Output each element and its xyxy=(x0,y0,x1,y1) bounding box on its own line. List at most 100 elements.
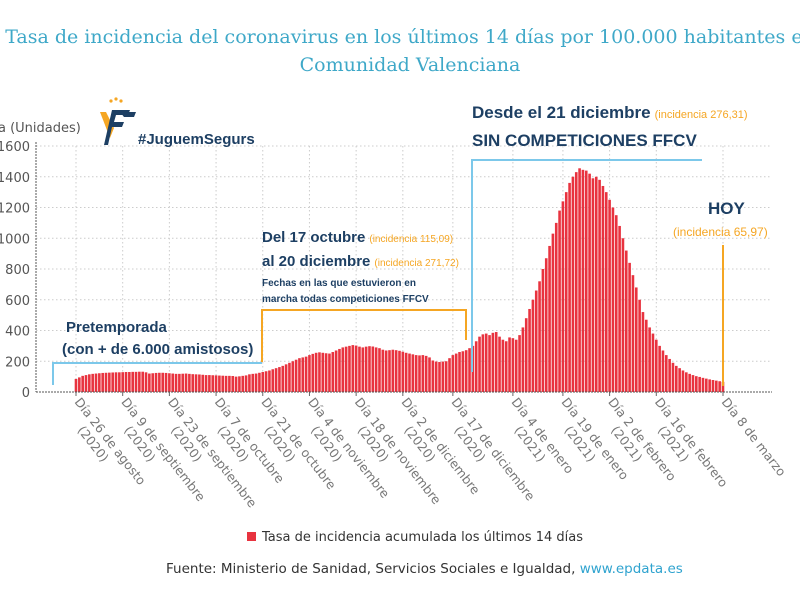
bar xyxy=(718,381,721,392)
bar xyxy=(251,373,255,392)
bar xyxy=(418,355,421,392)
chart-title-line2: Comunidad Valenciana xyxy=(299,54,521,76)
competiciones-note2: (incidencia 271,72) xyxy=(374,258,459,269)
bar xyxy=(91,373,94,392)
competiciones-sub1: Fechas en las que estuvieron en xyxy=(262,278,416,289)
bar xyxy=(401,351,405,392)
bar xyxy=(651,333,655,392)
bar xyxy=(715,380,718,392)
pretemporada-bracket xyxy=(52,362,262,385)
bar xyxy=(94,373,98,392)
bar xyxy=(554,222,558,392)
bar xyxy=(508,337,511,392)
bar xyxy=(104,372,108,392)
bar xyxy=(284,364,288,392)
bar xyxy=(114,372,118,392)
bar xyxy=(368,346,371,392)
pretemporada-sub: (con + de 6.000 amistosos) xyxy=(62,341,253,358)
bar xyxy=(278,367,281,392)
x-tick-label: Día 8 de marzo xyxy=(719,395,790,479)
bar xyxy=(374,347,378,392)
bar xyxy=(131,371,134,392)
bar xyxy=(468,348,471,392)
bar xyxy=(581,169,585,392)
bar xyxy=(348,345,351,392)
bar xyxy=(344,346,348,392)
bar xyxy=(314,352,318,392)
bar xyxy=(324,353,328,392)
bar xyxy=(121,372,124,392)
bar xyxy=(208,375,211,392)
bar xyxy=(188,373,191,392)
bar xyxy=(671,362,675,392)
bar xyxy=(358,346,361,392)
bar xyxy=(528,308,531,392)
bar xyxy=(274,368,278,392)
bar xyxy=(644,319,648,392)
bar xyxy=(254,373,258,392)
bar xyxy=(444,361,448,392)
bar xyxy=(391,349,395,392)
bar xyxy=(181,373,185,392)
bar xyxy=(194,374,198,392)
bar xyxy=(311,353,315,392)
competiciones-line1: Del 17 octubre xyxy=(262,229,365,246)
bar xyxy=(398,350,401,392)
bar xyxy=(414,355,418,392)
bar xyxy=(354,345,358,392)
bar xyxy=(695,376,698,392)
bar xyxy=(664,355,668,392)
bar xyxy=(688,373,691,392)
bar xyxy=(454,353,458,392)
bar xyxy=(484,333,488,392)
y-tick-label: 1200 xyxy=(0,202,30,217)
bar xyxy=(101,372,104,392)
bar xyxy=(74,378,78,392)
bar xyxy=(618,225,621,392)
bar xyxy=(488,335,491,392)
pretemporada-label: Pretemporada xyxy=(66,319,168,336)
bar xyxy=(588,173,591,392)
bar xyxy=(574,172,578,392)
bar xyxy=(328,353,331,392)
bar xyxy=(394,350,398,392)
bar xyxy=(461,351,465,392)
bar xyxy=(428,357,431,392)
bar xyxy=(214,375,218,392)
svg-text:al 20 diciembre(incidencia 271: al 20 diciembre (incidencia 271,72) xyxy=(262,253,459,270)
bar xyxy=(511,338,515,392)
bar xyxy=(81,375,84,392)
bar xyxy=(558,210,561,392)
bar xyxy=(154,372,158,392)
sin-competiciones-note: (incidencia 276,31) xyxy=(655,109,748,121)
bar xyxy=(675,365,678,392)
bar xyxy=(494,332,498,392)
bar xyxy=(201,374,205,392)
ffcv-logo: #JuguemSegurs xyxy=(100,97,255,148)
bar xyxy=(191,374,195,392)
bar xyxy=(458,352,461,392)
y-tick-label: 0 xyxy=(22,386,30,401)
bar xyxy=(681,370,685,392)
legend-swatch xyxy=(247,532,256,541)
bar xyxy=(294,359,298,392)
competiciones-note1: (incidencia 115,09) xyxy=(369,234,453,245)
bar xyxy=(638,299,641,392)
bar xyxy=(701,377,705,392)
bar xyxy=(594,176,598,392)
bar xyxy=(221,375,225,392)
bar xyxy=(291,361,295,392)
bar xyxy=(441,361,445,392)
bar xyxy=(544,258,548,392)
bar xyxy=(388,350,391,392)
bar xyxy=(224,375,228,392)
bar xyxy=(685,372,688,392)
bar xyxy=(178,373,181,392)
bar xyxy=(464,350,468,392)
y-tick-label: 1400 xyxy=(0,171,30,186)
bar xyxy=(604,192,608,392)
hoy-label: HOY xyxy=(708,199,746,218)
source-link[interactable]: www.epdata.es xyxy=(579,561,683,577)
bar xyxy=(658,345,661,392)
